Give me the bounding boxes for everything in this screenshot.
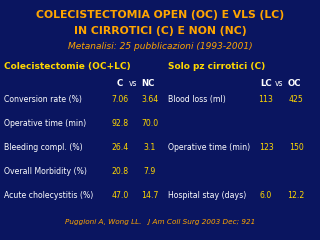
Text: 20.8: 20.8 <box>111 167 129 176</box>
Text: 12.2: 12.2 <box>287 191 305 200</box>
Text: IN CIRROTICI (C) E NON (NC): IN CIRROTICI (C) E NON (NC) <box>74 26 246 36</box>
Text: Colecistectomie (OC+LC): Colecistectomie (OC+LC) <box>4 62 131 71</box>
Text: vs: vs <box>129 79 137 88</box>
Text: Conversion rate (%): Conversion rate (%) <box>4 95 82 104</box>
Text: NC: NC <box>141 79 155 88</box>
Text: 7.06: 7.06 <box>111 95 129 104</box>
Text: 14.7: 14.7 <box>141 191 159 200</box>
Text: 113: 113 <box>259 95 273 104</box>
Text: 7.9: 7.9 <box>144 167 156 176</box>
Text: Operative time (min): Operative time (min) <box>4 119 86 128</box>
Text: Blood loss (ml): Blood loss (ml) <box>168 95 226 104</box>
Text: 425: 425 <box>289 95 303 104</box>
Text: 70.0: 70.0 <box>141 119 159 128</box>
Text: OC: OC <box>287 79 301 88</box>
Text: Solo pz cirrotici (C): Solo pz cirrotici (C) <box>168 62 265 71</box>
Text: 6.0: 6.0 <box>260 191 272 200</box>
Text: 123: 123 <box>259 143 273 152</box>
Text: 92.8: 92.8 <box>111 119 129 128</box>
Text: COLECISTECTOMIA OPEN (OC) E VLS (LC): COLECISTECTOMIA OPEN (OC) E VLS (LC) <box>36 10 284 20</box>
Text: Acute cholecystitis (%): Acute cholecystitis (%) <box>4 191 93 200</box>
Text: Metanalisi: 25 pubblicazioni (1993-2001): Metanalisi: 25 pubblicazioni (1993-2001) <box>68 42 252 51</box>
Text: vs: vs <box>275 79 283 88</box>
Text: 47.0: 47.0 <box>111 191 129 200</box>
Text: 3.1: 3.1 <box>144 143 156 152</box>
Text: Overall Morbidity (%): Overall Morbidity (%) <box>4 167 87 176</box>
Text: Hospital stay (days): Hospital stay (days) <box>168 191 246 200</box>
Text: 150: 150 <box>289 143 303 152</box>
Text: C: C <box>117 79 123 88</box>
Text: Puggioni A, Wong LL.   J Am Coll Surg 2003 Dec; 921: Puggioni A, Wong LL. J Am Coll Surg 2003… <box>65 219 255 225</box>
Text: Bleeding compl. (%): Bleeding compl. (%) <box>4 143 83 152</box>
Text: Operative time (min): Operative time (min) <box>168 143 250 152</box>
Text: 26.4: 26.4 <box>111 143 129 152</box>
Text: 3.64: 3.64 <box>141 95 159 104</box>
Text: LC: LC <box>260 79 272 88</box>
